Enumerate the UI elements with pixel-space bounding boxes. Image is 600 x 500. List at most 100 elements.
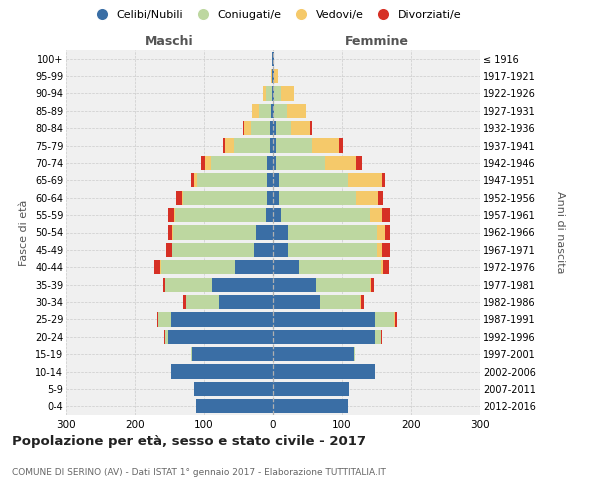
Bar [268, 173, 273, 188]
Bar [266, 86, 272, 101]
Bar [184, 295, 186, 309]
Bar [382, 208, 390, 222]
Bar [161, 260, 235, 274]
Bar [271, 69, 272, 83]
Bar [272, 69, 273, 83]
Bar [360, 295, 361, 309]
Y-axis label: Fasce di età: Fasce di età [19, 200, 29, 266]
Bar [377, 226, 385, 239]
Bar [347, 173, 382, 188]
Bar [172, 243, 254, 257]
Bar [256, 226, 273, 239]
Bar [385, 226, 390, 239]
Bar [272, 52, 273, 66]
Bar [273, 364, 375, 378]
Bar [266, 208, 273, 222]
Bar [211, 156, 268, 170]
Bar [371, 278, 374, 292]
Bar [377, 243, 382, 257]
Bar [395, 312, 397, 326]
Bar [273, 295, 320, 309]
Bar [271, 104, 273, 118]
Bar [251, 104, 259, 118]
Bar [233, 138, 269, 152]
Bar [191, 173, 194, 188]
Bar [311, 138, 339, 152]
Bar [382, 173, 385, 188]
Bar [288, 243, 377, 257]
Bar [339, 138, 343, 152]
Bar [273, 86, 274, 101]
Bar [316, 278, 370, 292]
Bar [291, 121, 310, 136]
Bar [235, 260, 273, 274]
Bar [219, 295, 273, 309]
Bar [287, 104, 306, 118]
Bar [288, 226, 377, 239]
Bar [259, 104, 271, 118]
Bar [273, 208, 281, 222]
Bar [273, 156, 276, 170]
Bar [273, 243, 288, 257]
Bar [380, 260, 383, 274]
Bar [157, 312, 158, 326]
Bar [263, 86, 266, 101]
Bar [375, 330, 380, 344]
Bar [380, 330, 382, 344]
Bar [268, 156, 273, 170]
Text: Femmine: Femmine [344, 36, 409, 49]
Bar [310, 121, 311, 136]
Bar [164, 330, 166, 344]
Bar [166, 330, 168, 344]
Bar [274, 69, 278, 83]
Bar [226, 138, 233, 152]
Bar [378, 190, 383, 205]
Bar [194, 173, 197, 188]
Bar [272, 86, 273, 101]
Bar [172, 226, 173, 239]
Bar [274, 104, 287, 118]
Bar [325, 156, 356, 170]
Bar [273, 260, 299, 274]
Bar [160, 260, 161, 274]
Text: Popolazione per età, sesso e stato civile - 2017: Popolazione per età, sesso e stato civil… [12, 435, 366, 448]
Bar [173, 208, 175, 222]
Bar [184, 190, 268, 205]
Bar [278, 190, 356, 205]
Bar [168, 208, 173, 222]
Bar [244, 121, 251, 136]
Bar [273, 382, 349, 396]
Bar [299, 260, 380, 274]
Text: Maschi: Maschi [145, 36, 194, 49]
Bar [273, 190, 278, 205]
Bar [176, 190, 182, 205]
Bar [356, 156, 362, 170]
Bar [166, 278, 212, 292]
Bar [273, 104, 274, 118]
Legend: Celibi/Nubili, Coniugati/e, Vedovi/e, Divorziati/e: Celibi/Nubili, Coniugati/e, Vedovi/e, Di… [86, 6, 466, 25]
Bar [175, 208, 266, 222]
Bar [205, 156, 211, 170]
Bar [269, 138, 273, 152]
Bar [370, 278, 371, 292]
Bar [251, 121, 270, 136]
Bar [281, 86, 294, 101]
Bar [173, 226, 256, 239]
Text: COMUNE DI SERINO (AV) - Dati ISTAT 1° gennaio 2017 - Elaborazione TUTTITALIA.IT: COMUNE DI SERINO (AV) - Dati ISTAT 1° ge… [12, 468, 386, 477]
Bar [273, 278, 316, 292]
Bar [186, 295, 219, 309]
Bar [242, 121, 244, 136]
Bar [223, 138, 226, 152]
Bar [201, 156, 205, 170]
Bar [361, 295, 364, 309]
Bar [268, 190, 273, 205]
Bar [273, 173, 278, 188]
Bar [356, 190, 378, 205]
Bar [168, 226, 172, 239]
Bar [166, 243, 172, 257]
Bar [278, 173, 347, 188]
Bar [273, 226, 288, 239]
Bar [182, 190, 184, 205]
Bar [273, 121, 276, 136]
Bar [197, 173, 268, 188]
